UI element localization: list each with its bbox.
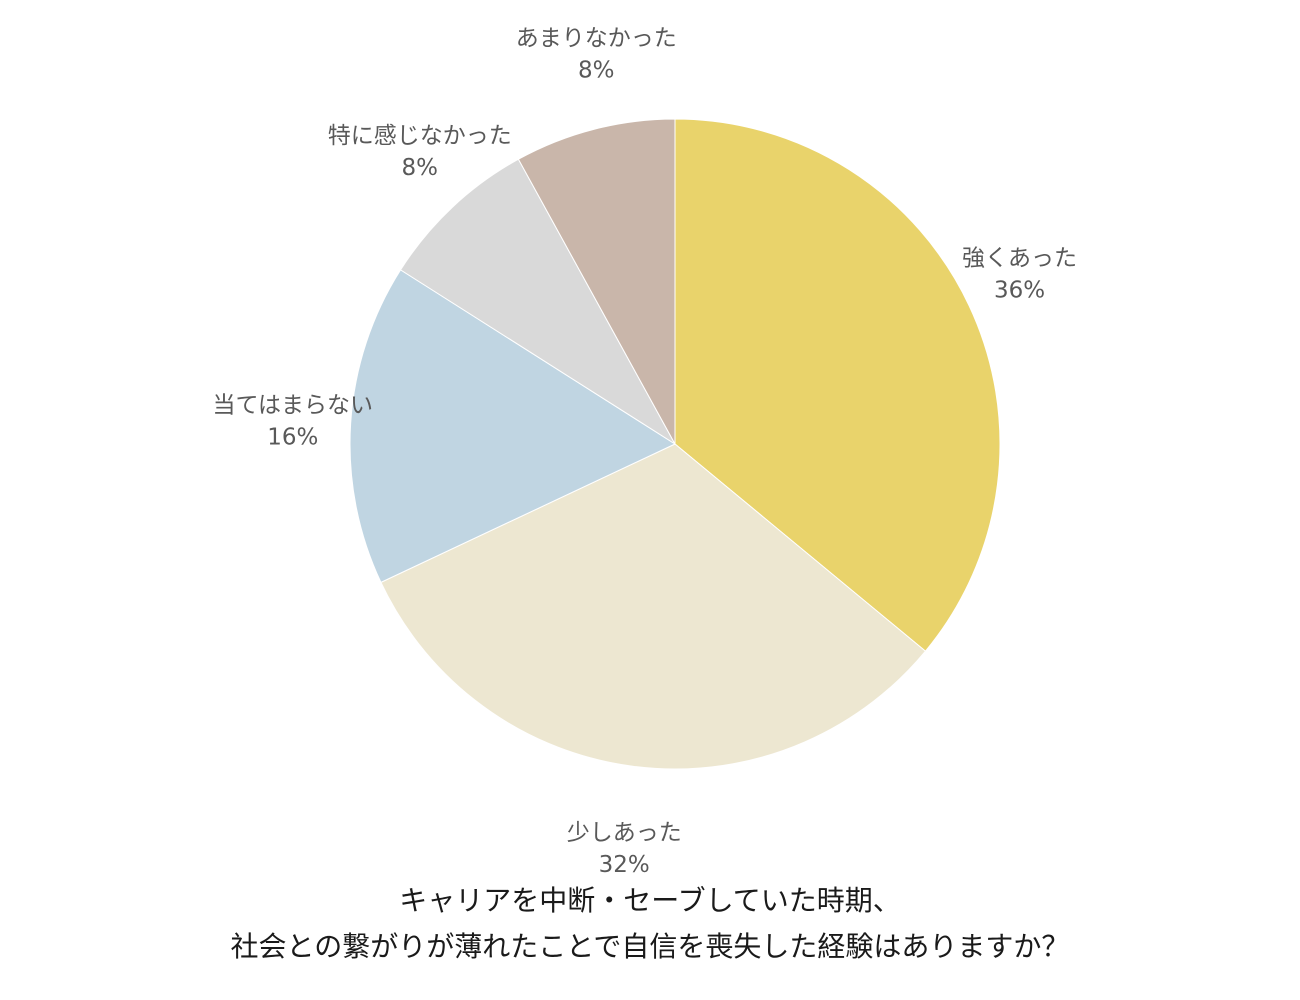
pie-slice-1 (380, 443, 927, 770)
slice-value-3: 8% (402, 155, 439, 181)
slice-value-1: 32% (599, 852, 650, 878)
chart-title-line-2: 社会との繋がりが薄れたことで自信を喪失した経験はありますか？ (230, 930, 1070, 963)
slice-label-0: 強くあった (962, 246, 1077, 272)
slice-value-2: 16% (267, 425, 318, 451)
slice-value-4: 8% (578, 58, 615, 84)
slice-value-0: 36% (994, 278, 1045, 304)
chart-title: キャリアを中断・セーブしていた時期、 社会との繋がりが薄れたことで自信を喪失した… (0, 878, 1300, 970)
pie-slice-3 (399, 158, 676, 445)
pie-labels: 強くあった 36% 少しあった 32% 当てはまらない 16% 特に感じなかった 8% あまりな… (213, 26, 1077, 878)
pie-slice-2 (349, 269, 677, 584)
slice-label-2: 当てはまらない (213, 393, 374, 419)
pie-chart: 強くあった 36% 少しあった 32% 当てはまらない 16% 特に感じなかった 8% あまりな… (213, 26, 1077, 878)
chart-title-line-1: キャリアを中断・セーブしていた時期、 (399, 884, 901, 917)
slice-label-3: 特に感じなかった (328, 123, 512, 149)
slice-label-4: あまりなかった (516, 26, 677, 52)
pie-slices (349, 118, 1001, 770)
pie-slice-0 (674, 118, 1001, 652)
slice-label-1: 少しあった (567, 820, 682, 846)
pie-slice-4 (517, 118, 676, 445)
